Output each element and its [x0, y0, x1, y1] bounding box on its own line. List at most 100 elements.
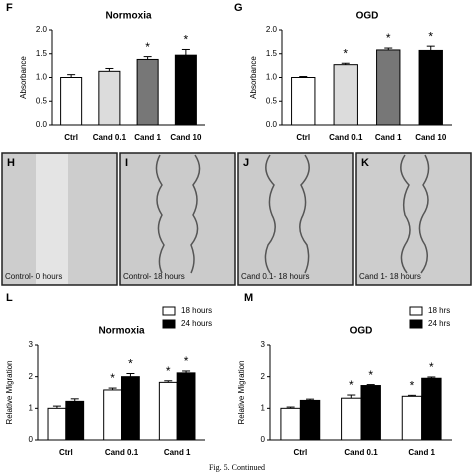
y-tick-label: 1.5 — [266, 49, 278, 58]
bar — [401, 395, 423, 441]
micrograph — [237, 152, 354, 286]
x-tick-label: Cand 0.1 — [93, 133, 127, 142]
legend-swatch — [409, 319, 423, 329]
y-tick-label: 0 — [29, 435, 34, 444]
wound-edge — [264, 154, 310, 274]
y-axis-label: Absorbance — [249, 56, 258, 99]
panel-label: H — [7, 157, 15, 169]
significance-star: * — [368, 368, 373, 382]
significance-star: * — [343, 46, 348, 60]
significance-star: * — [145, 40, 150, 54]
x-tick-label: Ctrl — [59, 448, 73, 457]
legend-label: 24 hours — [181, 319, 212, 328]
x-tick-label: Cand 1 — [375, 133, 402, 142]
x-tick-label: Ctrl — [293, 448, 307, 457]
y-axis-label: Absorbance — [19, 56, 28, 99]
micrograph — [355, 152, 472, 286]
panel-label: G — [234, 2, 243, 14]
x-tick-label: Cand 0.1 — [105, 448, 139, 457]
x-tick-label: Cand 10 — [170, 133, 202, 142]
y-tick-label: 0.5 — [266, 96, 278, 105]
bar — [299, 399, 321, 441]
significance-star: * — [184, 354, 189, 368]
bar — [60, 77, 83, 126]
y-tick-label: 0.0 — [36, 120, 48, 129]
panel-label: M — [244, 292, 253, 304]
legend-swatch — [162, 306, 176, 316]
x-tick-label: Cand 1 — [134, 133, 161, 142]
y-tick-label: 0 — [261, 435, 266, 444]
wound-edge — [155, 154, 201, 274]
panel-label: I — [125, 157, 128, 169]
bar — [158, 381, 178, 441]
y-tick-label: 1.5 — [36, 49, 48, 58]
legend-swatch — [162, 319, 176, 329]
x-tick-label: Cand 1 — [164, 448, 191, 457]
bar — [47, 407, 67, 441]
bar — [176, 372, 196, 441]
significance-star: * — [110, 371, 115, 385]
wound-edge — [400, 154, 430, 274]
bar — [174, 54, 197, 126]
legend-label: 24 hrs — [428, 319, 450, 328]
image-caption: Cand 1- 18 hours — [359, 272, 421, 281]
significance-star: * — [166, 364, 171, 378]
panel-label: J — [243, 157, 249, 169]
bar — [333, 64, 358, 126]
y-tick-label: 1 — [29, 403, 34, 412]
x-tick-label: Cand 0.1 — [329, 133, 363, 142]
legend-label: 18 hours — [181, 306, 212, 315]
significance-star: * — [429, 360, 434, 374]
y-axis-label: Relative Migration — [5, 360, 14, 424]
chart-title: Normoxia — [98, 326, 145, 337]
scratch — [36, 154, 68, 284]
significance-star: * — [386, 31, 391, 45]
bar — [103, 389, 123, 441]
significance-star: * — [428, 29, 433, 43]
significance-star: * — [349, 378, 354, 392]
bar — [136, 58, 159, 126]
legend-swatch — [409, 306, 423, 316]
y-tick-label: 2.0 — [266, 25, 278, 34]
bar — [360, 385, 381, 441]
y-tick-label: 3 — [261, 340, 266, 349]
x-tick-label: Ctrl — [64, 133, 78, 142]
x-tick-label: Ctrl — [296, 133, 310, 142]
panel-label: K — [361, 157, 369, 169]
chart-title: Normoxia — [105, 11, 152, 22]
image-caption: Cand 0.1- 18 hours — [241, 272, 310, 281]
image-caption: Control- 0 hours — [5, 272, 62, 281]
bar — [421, 377, 442, 441]
x-tick-label: Cand 1 — [408, 448, 435, 457]
bar — [291, 77, 316, 126]
significance-star: * — [184, 33, 189, 47]
micrograph — [119, 152, 236, 286]
y-tick-label: 3 — [29, 340, 34, 349]
x-tick-label: Cand 0.1 — [344, 448, 378, 457]
image-caption: Control- 18 hours — [123, 272, 185, 281]
bar — [98, 70, 121, 126]
micrographs — [1, 152, 472, 286]
y-tick-label: 2.0 — [36, 25, 48, 34]
bar — [418, 49, 443, 126]
y-tick-label: 2 — [261, 372, 266, 381]
figure-caption: Fig. 5. Continued — [209, 463, 265, 472]
y-tick-label: 1.0 — [266, 73, 278, 82]
bar — [376, 49, 401, 126]
bar — [65, 400, 85, 441]
panel-label: L — [6, 292, 13, 304]
y-tick-label: 1 — [261, 403, 266, 412]
x-tick-label: Cand 10 — [415, 133, 447, 142]
bar — [280, 407, 301, 441]
y-tick-label: 2 — [29, 372, 34, 381]
chart-title: OGD — [356, 11, 379, 22]
panel-label: F — [6, 2, 13, 14]
y-axis-label: Relative Migration — [237, 360, 246, 424]
bar — [341, 397, 362, 441]
y-tick-label: 1.0 — [36, 73, 48, 82]
significance-star: * — [410, 379, 415, 393]
significance-star: * — [128, 357, 133, 371]
legend-label: 18 hrs — [428, 306, 450, 315]
y-tick-label: 0.0 — [266, 120, 278, 129]
